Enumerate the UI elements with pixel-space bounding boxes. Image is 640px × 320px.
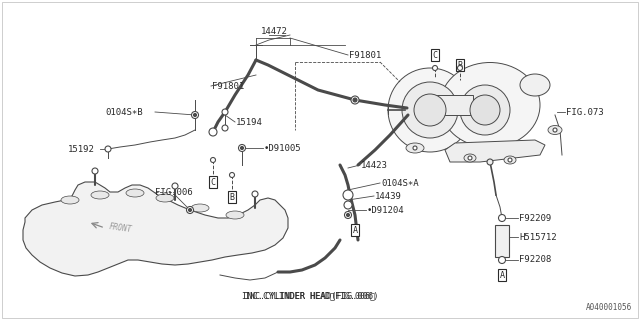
Circle shape xyxy=(351,96,359,104)
Ellipse shape xyxy=(548,125,562,134)
Text: FRONT: FRONT xyxy=(108,222,132,234)
Circle shape xyxy=(222,125,228,131)
Circle shape xyxy=(470,95,500,125)
Text: 14423: 14423 xyxy=(361,161,388,170)
Circle shape xyxy=(211,157,216,163)
Circle shape xyxy=(230,172,234,178)
Text: INC.CYLINDER HEAD〈FIG.006〉: INC.CYLINDER HEAD〈FIG.006〉 xyxy=(245,292,375,300)
Bar xyxy=(495,225,509,257)
Circle shape xyxy=(499,214,506,221)
Circle shape xyxy=(189,209,191,212)
Ellipse shape xyxy=(464,154,476,162)
Text: FIG.073: FIG.073 xyxy=(566,108,604,116)
Text: 14472: 14472 xyxy=(261,27,288,36)
Text: H515712: H515712 xyxy=(519,233,557,242)
Circle shape xyxy=(553,128,557,132)
Circle shape xyxy=(508,158,512,162)
Ellipse shape xyxy=(191,204,209,212)
Text: •D91005: •D91005 xyxy=(264,143,301,153)
Text: B: B xyxy=(458,60,463,69)
Text: B: B xyxy=(230,193,234,202)
Polygon shape xyxy=(445,140,545,162)
Ellipse shape xyxy=(504,156,516,164)
Ellipse shape xyxy=(440,62,540,148)
Circle shape xyxy=(209,128,217,136)
Circle shape xyxy=(344,201,352,209)
Circle shape xyxy=(344,212,351,219)
Text: FIG.006: FIG.006 xyxy=(155,188,193,196)
Circle shape xyxy=(343,190,353,200)
Circle shape xyxy=(105,146,111,152)
Ellipse shape xyxy=(226,211,244,219)
Text: C: C xyxy=(211,178,216,187)
Circle shape xyxy=(193,114,196,116)
Circle shape xyxy=(468,156,472,160)
Circle shape xyxy=(388,68,472,152)
Ellipse shape xyxy=(126,189,144,197)
Text: A: A xyxy=(353,226,358,235)
Text: 14439: 14439 xyxy=(375,191,402,201)
Circle shape xyxy=(458,66,463,70)
Text: F91801: F91801 xyxy=(349,51,381,60)
Circle shape xyxy=(353,98,357,102)
Circle shape xyxy=(402,82,458,138)
Circle shape xyxy=(191,111,198,118)
Circle shape xyxy=(346,213,349,217)
Text: A: A xyxy=(499,270,504,279)
Text: 15194: 15194 xyxy=(236,117,263,126)
Ellipse shape xyxy=(520,74,550,96)
Circle shape xyxy=(239,145,246,151)
Text: F92208: F92208 xyxy=(519,255,551,265)
Ellipse shape xyxy=(91,191,109,199)
Circle shape xyxy=(414,94,446,126)
Circle shape xyxy=(499,257,506,263)
Text: 0104S∗B: 0104S∗B xyxy=(105,108,143,116)
Circle shape xyxy=(186,206,193,213)
Circle shape xyxy=(241,147,243,149)
Text: •D91204: •D91204 xyxy=(367,205,404,214)
Circle shape xyxy=(433,66,438,70)
Circle shape xyxy=(172,183,178,189)
Circle shape xyxy=(92,168,98,174)
Circle shape xyxy=(413,146,417,150)
Text: 15192: 15192 xyxy=(68,145,95,154)
Ellipse shape xyxy=(156,194,174,202)
Text: 0104S∗A: 0104S∗A xyxy=(381,179,419,188)
Polygon shape xyxy=(23,182,288,276)
Text: INC.CYLINDER HEAD(FIG.006): INC.CYLINDER HEAD(FIG.006) xyxy=(242,292,378,300)
Text: F91801: F91801 xyxy=(212,82,244,91)
Text: F92209: F92209 xyxy=(519,213,551,222)
Circle shape xyxy=(252,191,258,197)
Text: C: C xyxy=(433,51,438,60)
Ellipse shape xyxy=(406,143,424,153)
Circle shape xyxy=(222,109,228,115)
Circle shape xyxy=(460,85,510,135)
Bar xyxy=(435,95,473,115)
Text: A040001056: A040001056 xyxy=(586,303,632,312)
Circle shape xyxy=(487,159,493,165)
Ellipse shape xyxy=(61,196,79,204)
